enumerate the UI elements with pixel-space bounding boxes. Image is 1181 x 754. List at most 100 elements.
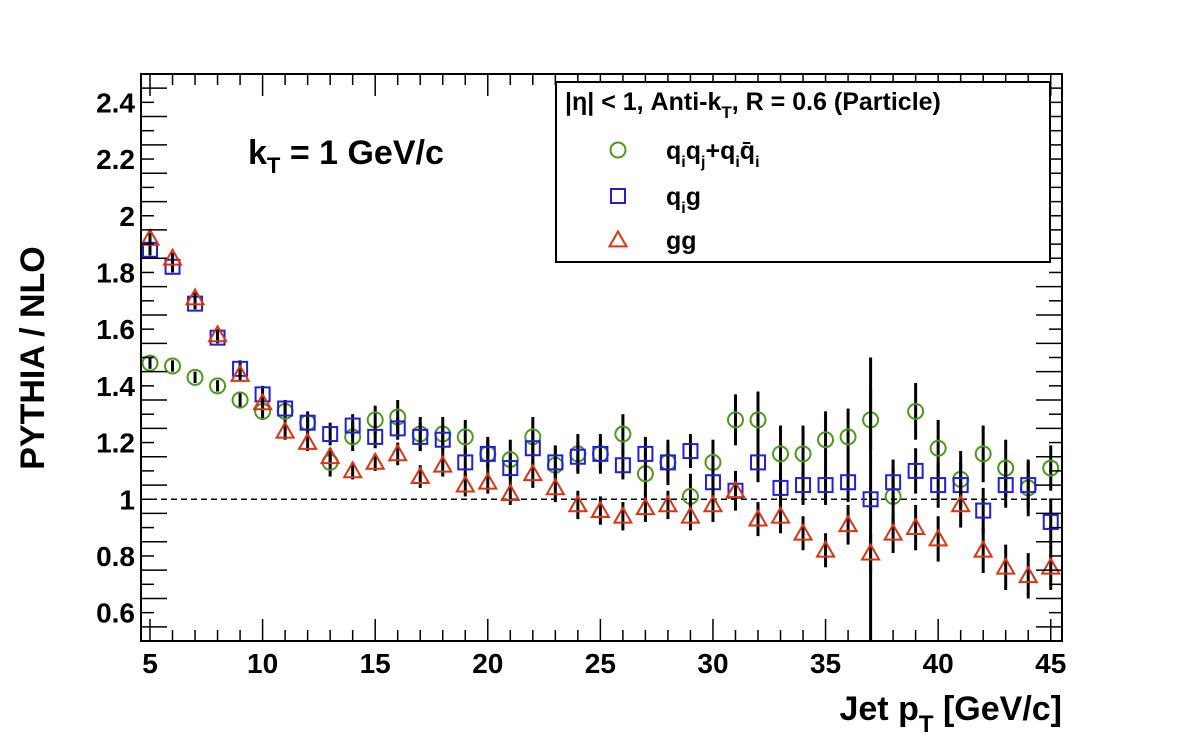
data-point bbox=[794, 445, 812, 463]
x-axis-title: Jet pT [GeV/c] bbox=[839, 690, 1062, 738]
lbl-part: gg bbox=[666, 227, 697, 255]
data-point bbox=[792, 522, 814, 541]
data-point bbox=[860, 542, 881, 561]
data-point bbox=[477, 471, 499, 490]
data-point bbox=[927, 528, 949, 547]
data-point bbox=[231, 391, 249, 409]
annotation-sub: T bbox=[267, 153, 281, 178]
data-point bbox=[749, 411, 767, 429]
data-point bbox=[772, 445, 790, 463]
annotation-main: k bbox=[248, 134, 267, 172]
data-point bbox=[817, 477, 834, 494]
data-point bbox=[162, 247, 183, 266]
y-tick-label: 1.2 bbox=[96, 428, 135, 459]
data-point bbox=[344, 417, 361, 434]
data-point bbox=[997, 477, 1014, 494]
legend-label-circle: qiqj+qiq̄i bbox=[666, 137, 760, 171]
data-point bbox=[367, 428, 384, 445]
legend-label-triangle: gg bbox=[666, 227, 697, 255]
data-point bbox=[772, 479, 789, 496]
data-point bbox=[434, 431, 451, 448]
data-point bbox=[164, 357, 182, 375]
x-tick-label: 5 bbox=[142, 648, 158, 679]
legend-label-square: qig bbox=[666, 183, 701, 217]
data-point bbox=[972, 539, 994, 558]
data-point bbox=[682, 443, 699, 460]
data-point bbox=[592, 445, 609, 462]
data-point bbox=[209, 377, 227, 395]
data-point bbox=[747, 508, 769, 527]
data-point bbox=[726, 411, 744, 429]
x-axis-title-unit: [GeV/c] bbox=[934, 690, 1062, 728]
data-point bbox=[905, 517, 926, 535]
data-point bbox=[297, 432, 318, 450]
lbl-part: g bbox=[686, 183, 701, 211]
data-point bbox=[929, 439, 947, 457]
data-point bbox=[930, 477, 947, 494]
y-tick-label: 1.4 bbox=[96, 371, 135, 402]
legend-header-sub: T bbox=[721, 103, 732, 122]
data-point bbox=[950, 494, 971, 513]
x-tick-label: 35 bbox=[810, 648, 841, 679]
data-point bbox=[456, 428, 474, 446]
lbl-part: +q bbox=[705, 137, 735, 165]
y-tick-label: 0.6 bbox=[96, 598, 135, 629]
x-tick-label: 20 bbox=[472, 648, 503, 679]
data-point bbox=[614, 457, 631, 474]
data-point bbox=[186, 368, 204, 386]
x-axis-title-sub: T bbox=[919, 711, 934, 738]
data-point bbox=[522, 463, 544, 482]
lbl-sub: i bbox=[681, 200, 685, 217]
data-point bbox=[252, 392, 273, 411]
x-tick-label: 15 bbox=[360, 648, 391, 679]
data-point bbox=[184, 287, 206, 306]
data-point bbox=[815, 539, 836, 558]
lbl-part: q bbox=[666, 183, 681, 211]
x-tick-label: 10 bbox=[247, 648, 278, 679]
x-tick-label: 30 bbox=[697, 648, 728, 679]
data-point bbox=[1042, 459, 1060, 477]
data-point bbox=[1017, 565, 1039, 584]
lbl-sub: j bbox=[700, 154, 705, 171]
data-point bbox=[389, 420, 406, 437]
y-axis-title: PYTHIA / NLO bbox=[14, 246, 52, 470]
data-point bbox=[502, 460, 519, 477]
y-tick-label: 0.8 bbox=[96, 541, 135, 572]
annotation-kt: kT = 1 GeV/c bbox=[248, 134, 444, 178]
data-point bbox=[524, 440, 541, 457]
data-point bbox=[274, 420, 296, 439]
lbl-part: q bbox=[666, 137, 681, 165]
data-point bbox=[657, 494, 679, 513]
data-point bbox=[500, 483, 521, 501]
data-point bbox=[545, 477, 566, 496]
y-tick-label: 2 bbox=[119, 201, 135, 232]
data-point bbox=[387, 443, 408, 462]
data-point bbox=[614, 425, 632, 443]
legend-box bbox=[555, 81, 1051, 263]
data-point bbox=[882, 522, 904, 541]
legend-header-main: |η| < 1, Anti-k bbox=[565, 88, 721, 116]
data-point bbox=[1020, 477, 1037, 494]
y-tick-label: 2.4 bbox=[96, 87, 135, 118]
lbl-sub: i bbox=[735, 154, 739, 171]
data-point bbox=[817, 431, 835, 449]
series-square bbox=[142, 241, 1059, 641]
data-point bbox=[457, 454, 474, 471]
data-point bbox=[364, 451, 386, 470]
lbl-part: q bbox=[686, 137, 701, 165]
data-point bbox=[702, 494, 724, 513]
data-point bbox=[1040, 556, 1061, 575]
y-tick-label: 1.6 bbox=[96, 314, 135, 345]
data-point bbox=[410, 466, 431, 484]
data-point bbox=[837, 514, 859, 533]
legend: |η| < 1, Anti-kT, R = 0.6 (Particle) qiq… bbox=[555, 81, 1051, 263]
plot-area bbox=[139, 227, 1062, 641]
x-axis-title-main: Jet p bbox=[839, 690, 918, 728]
data-point bbox=[907, 462, 924, 479]
data-point bbox=[885, 474, 902, 491]
legend-marker-triangle bbox=[607, 229, 629, 248]
series-triangle bbox=[139, 227, 1061, 599]
data-point bbox=[635, 497, 656, 516]
